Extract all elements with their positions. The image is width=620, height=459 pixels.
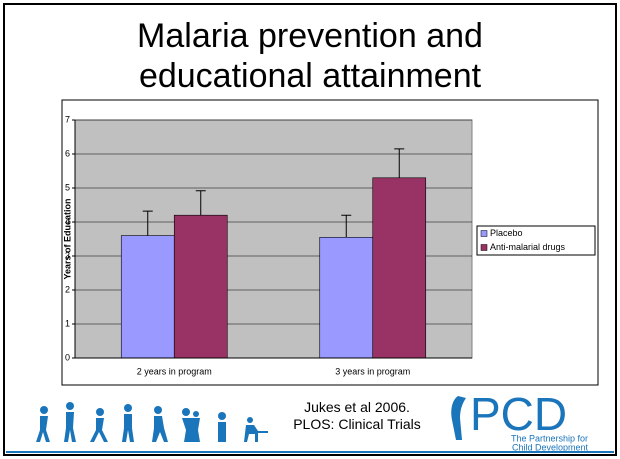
x-tick-label: 2 years in program	[137, 366, 212, 376]
children-icons	[36, 402, 268, 442]
legend-label: Anti-malarial drugs	[490, 242, 566, 252]
bar	[174, 215, 227, 358]
slide: 01234567Years of Education2 years in pro…	[0, 0, 620, 459]
legend-swatch	[481, 245, 487, 251]
y-tick-label: 1	[65, 318, 70, 328]
x-tick-label: 3 years in program	[335, 366, 410, 376]
logo-figure	[451, 396, 466, 440]
y-tick-label: 6	[65, 148, 70, 158]
y-tick-label: 7	[65, 114, 70, 124]
bar	[373, 178, 426, 358]
y-tick-label: 5	[65, 182, 70, 192]
citation: Jukes et al 2006. PLOS: Clinical Trials	[282, 399, 432, 433]
y-axis-label: Years of Education	[62, 198, 72, 279]
legend-label: Placebo	[490, 228, 523, 238]
y-tick-label: 0	[65, 352, 70, 362]
slide-title: Malaria prevention and educational attai…	[90, 16, 530, 96]
bar	[121, 236, 174, 358]
logo-tagline: Child Development	[512, 442, 589, 452]
legend-swatch	[481, 231, 487, 237]
bar	[320, 237, 373, 358]
y-tick-label: 2	[65, 284, 70, 294]
logo-mark: PCD	[470, 388, 567, 440]
